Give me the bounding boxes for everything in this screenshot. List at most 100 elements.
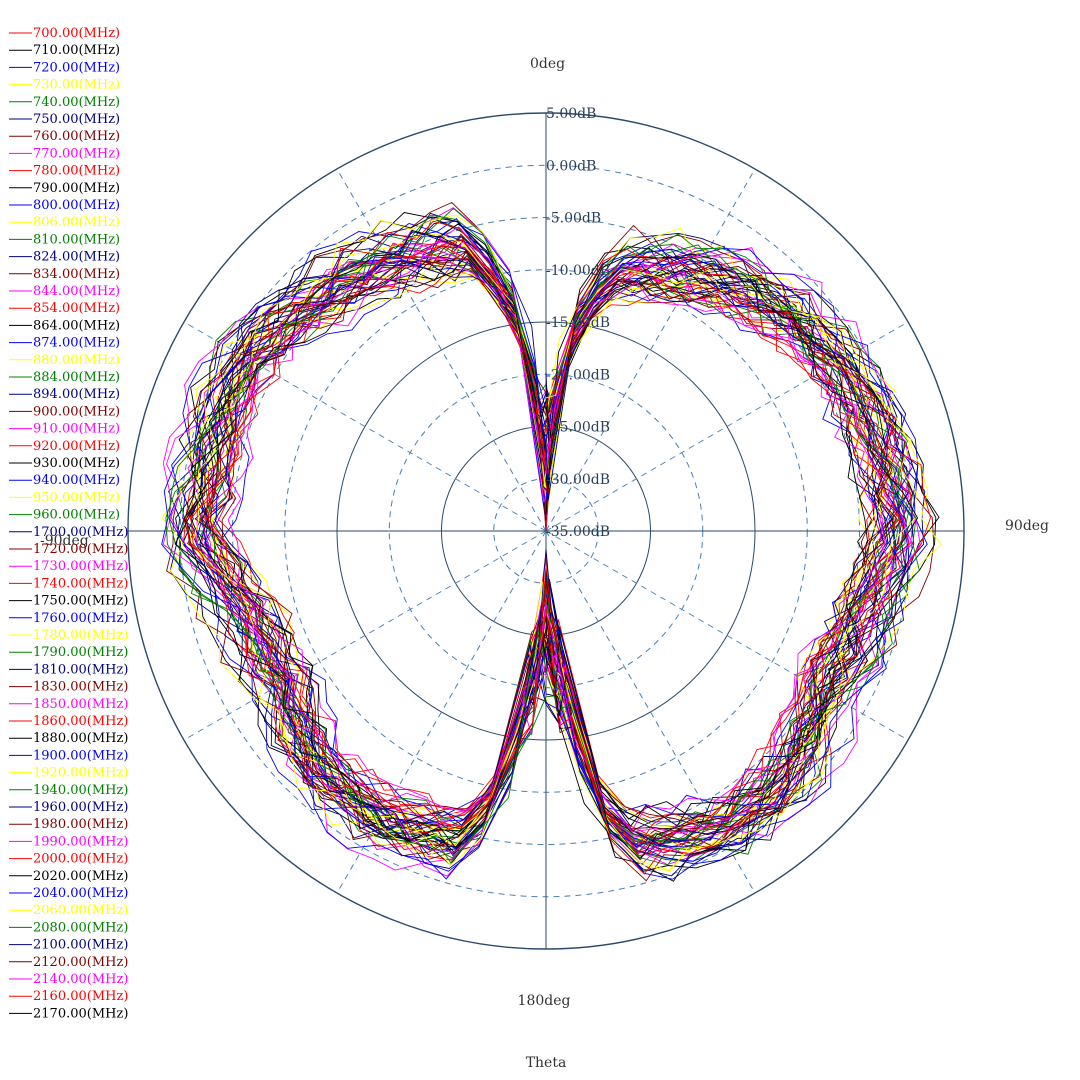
legend-label: 730.00(MHz) <box>33 78 120 93</box>
grid-spoke <box>183 321 547 532</box>
legend-label: 1810.00(MHz) <box>33 662 128 677</box>
legend-label: 930.00(MHz) <box>33 456 120 471</box>
legend-label: 800.00(MHz) <box>33 198 120 213</box>
series-trace <box>183 236 898 857</box>
r-tick-label: 5.00dB <box>546 106 596 122</box>
grid-spoke <box>336 530 547 894</box>
legend-label: 2160.00(MHz) <box>33 989 128 1004</box>
grid-spoke <box>545 321 909 532</box>
angle-label: -90deg <box>40 533 89 549</box>
legend-label: 824.00(MHz) <box>33 250 120 265</box>
legend-label: 2100.00(MHz) <box>33 938 128 953</box>
legend-label: 1730.00(MHz) <box>33 559 128 574</box>
legend-label: 780.00(MHz) <box>33 164 120 179</box>
series-trace <box>214 260 889 846</box>
legend-label: 2040.00(MHz) <box>33 886 128 901</box>
legend-label: 760.00(MHz) <box>33 129 120 144</box>
grid-spoke <box>336 168 547 532</box>
legend-label: 1850.00(MHz) <box>33 697 128 712</box>
legend-label: 790.00(MHz) <box>33 181 120 196</box>
r-tick-label: -15.00dB <box>546 315 610 331</box>
series-trace <box>165 214 913 864</box>
legend-label: 900.00(MHz) <box>33 404 120 419</box>
legend-label: 740.00(MHz) <box>33 95 120 110</box>
legend-label: 1720.00(MHz) <box>33 542 128 557</box>
legend-label: 2080.00(MHz) <box>33 920 128 935</box>
legend-label: 1980.00(MHz) <box>33 817 128 832</box>
legend-label: 2120.00(MHz) <box>33 955 128 970</box>
series-trace <box>161 214 942 872</box>
legend-label: 2170.00(MHz) <box>33 1006 128 1021</box>
legend-label: 770.00(MHz) <box>33 146 120 161</box>
legend-label: 2020.00(MHz) <box>33 869 128 884</box>
legend-label: 1860.00(MHz) <box>33 714 128 729</box>
legend-label: 1920.00(MHz) <box>33 766 128 781</box>
legend-label: 880.00(MHz) <box>33 353 120 368</box>
r-tick-label: -30.00dB <box>546 472 610 488</box>
x-axis-label: Theta <box>526 1055 567 1071</box>
legend-label: 2140.00(MHz) <box>33 972 128 987</box>
legend-label: 874.00(MHz) <box>33 336 120 351</box>
legend-label: 720.00(MHz) <box>33 60 120 75</box>
r-tick-label: -5.00dB <box>546 211 601 227</box>
r-tick-label: -20.00dB <box>546 367 610 383</box>
grid-spoke <box>545 530 909 741</box>
grid-spoke <box>545 168 756 532</box>
series-trace <box>209 260 895 840</box>
legend-label: 854.00(MHz) <box>33 301 120 316</box>
angle-label: 0deg <box>530 56 565 72</box>
legend-label: 920.00(MHz) <box>33 439 120 454</box>
r-tick-label: -10.00dB <box>546 263 610 279</box>
legend-label: 960.00(MHz) <box>33 508 120 523</box>
legend: 700.00(MHz) 710.00(MHz) 720.00(MHz) 730.00(… <box>9 26 128 1021</box>
series-trace <box>204 256 914 862</box>
series-trace <box>226 255 891 834</box>
series-trace <box>168 207 920 859</box>
r-tick-label: 0.00dB <box>546 158 596 174</box>
legend-label: 710.00(MHz) <box>33 43 120 58</box>
grid-spoke <box>545 530 756 894</box>
series-trace <box>201 242 904 857</box>
legend-label: 834.00(MHz) <box>33 267 120 282</box>
pattern-traces <box>161 201 942 882</box>
series-trace <box>190 220 931 875</box>
legend-label: 806.00(MHz) <box>33 215 120 230</box>
legend-label: 810.00(MHz) <box>33 232 120 247</box>
legend-label: 1900.00(MHz) <box>33 748 128 763</box>
series-trace <box>194 259 889 842</box>
legend-label: 1750.00(MHz) <box>33 594 128 609</box>
angle-label: 90deg <box>1005 518 1049 534</box>
angle-labels: 0deg 90deg 180deg -90deg <box>40 56 1049 1009</box>
grid-spoke <box>183 530 547 741</box>
legend-label: 884.00(MHz) <box>33 370 120 385</box>
legend-label: 950.00(MHz) <box>33 490 120 505</box>
series-trace <box>190 254 869 842</box>
legend-label: 2060.00(MHz) <box>33 903 128 918</box>
legend-label: 1780.00(MHz) <box>33 628 128 643</box>
legend-label: 1830.00(MHz) <box>33 680 128 695</box>
legend-label: 1790.00(MHz) <box>33 645 128 660</box>
legend-label: 1990.00(MHz) <box>33 834 128 849</box>
legend-label: 1760.00(MHz) <box>33 611 128 626</box>
legend-label: 910.00(MHz) <box>33 422 120 437</box>
radial-tick-labels: 5.00dB 0.00dB -5.00dB -10.00dB -15.00dB -20.0… <box>546 106 610 540</box>
legend-label: 864.00(MHz) <box>33 318 120 333</box>
legend-label: 1880.00(MHz) <box>33 731 128 746</box>
series-trace <box>185 239 910 849</box>
legend-label: 894.00(MHz) <box>33 387 120 402</box>
legend-label: 1700.00(MHz) <box>33 525 128 540</box>
legend-label: 1740.00(MHz) <box>33 576 128 591</box>
r-tick-label: -35.00dB <box>546 524 610 540</box>
legend-label: 1940.00(MHz) <box>33 783 128 798</box>
series-trace <box>207 242 902 844</box>
series-trace <box>184 240 880 851</box>
r-tick-label: -25.00dB <box>546 420 610 436</box>
legend-label: 844.00(MHz) <box>33 284 120 299</box>
legend-label: 750.00(MHz) <box>33 112 120 127</box>
legend-label: 1960.00(MHz) <box>33 800 128 815</box>
legend-label: 700.00(MHz) <box>33 26 120 41</box>
series-trace <box>174 223 919 861</box>
legend-label: 940.00(MHz) <box>33 473 120 488</box>
angle-label: 180deg <box>518 993 571 1009</box>
